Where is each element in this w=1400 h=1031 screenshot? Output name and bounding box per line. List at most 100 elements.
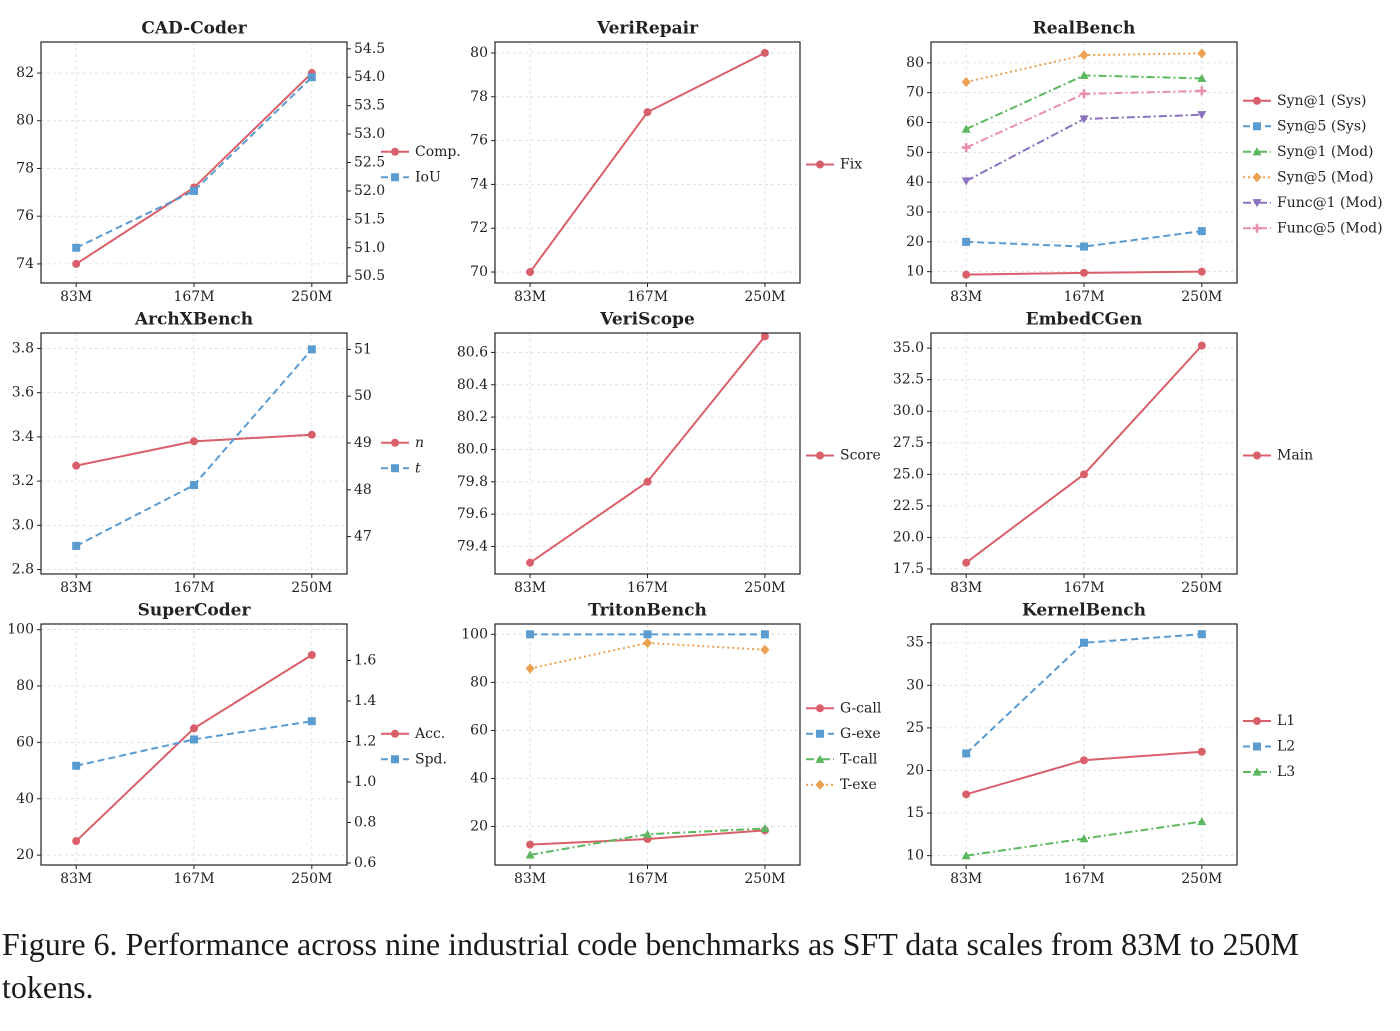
legend: Main	[1243, 448, 1313, 464]
y2-tick-label: 1.0	[354, 774, 376, 790]
y-tick-label: 60	[470, 722, 488, 738]
legend-label: T-call	[840, 751, 878, 767]
y2-tick-label: 0.6	[354, 855, 376, 871]
y-tick-label: 80.6	[457, 344, 488, 360]
x-tick-label: 83M	[60, 871, 92, 887]
data-point	[1080, 638, 1088, 647]
data-point	[1197, 630, 1206, 639]
data-point	[1197, 227, 1206, 236]
legend-marker	[816, 729, 824, 738]
data-point	[961, 851, 971, 860]
legend-label: T-exe	[840, 777, 877, 793]
legend-label: t	[415, 460, 421, 476]
legend-marker	[391, 147, 399, 156]
y-tick-label: 74	[16, 256, 34, 272]
data-point	[72, 259, 81, 268]
y2-tick-label: 0.8	[354, 814, 376, 830]
data-point	[643, 829, 652, 838]
legend-marker	[1253, 717, 1261, 725]
legend-marker	[1252, 147, 1262, 156]
y-tick-label: 80	[16, 113, 34, 129]
y-tick-label: 78	[16, 160, 34, 176]
x-tick-label: 250M	[1181, 871, 1222, 887]
data-point	[526, 268, 535, 277]
y-tick-label: 2.8	[12, 562, 34, 578]
data-point	[643, 637, 652, 648]
x-tick-label: 167M	[1063, 580, 1104, 596]
y-tick-label: 17.5	[893, 561, 924, 577]
chart-title: RealBench	[1033, 19, 1136, 39]
legend: L1 L2 L3	[1243, 713, 1295, 780]
legend: Score	[806, 448, 881, 464]
data-point	[1197, 817, 1207, 826]
data-point	[961, 124, 971, 133]
data-point	[962, 749, 971, 758]
legend-marker	[391, 755, 399, 764]
chart-archxbench: ArchXBench 83M 167M 250M 2.8 3.0 3.2 3.4 3.6 3.8 4…	[12, 310, 424, 597]
legend-label: Fix	[840, 157, 862, 173]
data-point	[1197, 267, 1206, 276]
data-point	[190, 186, 198, 195]
chart-title: CAD-Coder	[141, 19, 247, 39]
x-tick-label: 83M	[60, 580, 92, 596]
y-tick-label: 82	[16, 65, 34, 81]
legend-marker	[391, 729, 399, 738]
y-tick-label: 32.5	[893, 372, 924, 388]
chart-realbench: RealBench 83M 167M 250M 10 20 30 40 50 60 70 80 Syn@…	[906, 19, 1382, 306]
y-tick-label: 100	[7, 622, 34, 638]
y-tick-label: 80	[470, 45, 488, 61]
legend-label: n	[415, 435, 424, 451]
legend-marker	[1252, 199, 1262, 208]
x-tick-label: 167M	[1063, 871, 1104, 887]
data-point	[1080, 242, 1088, 251]
y-tick-label: 80.0	[457, 441, 488, 457]
x-tick-label: 167M	[173, 289, 214, 305]
data-point	[526, 630, 535, 639]
y-tick-label: 60	[16, 734, 34, 750]
y-tick-label: 25	[906, 720, 924, 736]
legend-marker	[391, 464, 399, 473]
data-point	[1079, 70, 1089, 80]
chart-title: KernelBench	[1022, 601, 1146, 621]
y-tick-label: 3.4	[12, 429, 34, 445]
x-tick-label: 83M	[950, 580, 982, 596]
y-tick-label: 79.8	[457, 474, 488, 490]
data-point	[962, 558, 971, 567]
y-tick-label: 3.6	[12, 385, 34, 401]
legend-marker	[816, 451, 824, 460]
legend-marker	[1253, 742, 1261, 751]
legend-label: G-call	[840, 700, 882, 716]
y-tick-label: 50	[906, 144, 924, 160]
legend-label: L2	[1277, 739, 1295, 755]
figure-caption: Figure 6. Performance across nine indust…	[2, 926, 1299, 1005]
y-tick-label: 80	[470, 674, 488, 690]
x-tick-label: 250M	[291, 871, 332, 887]
y2-tick-label: 47	[354, 529, 372, 545]
y-tick-label: 76	[16, 208, 34, 224]
x-tick-label: 83M	[950, 871, 982, 887]
chart-verirepair: VeriRepair 83M 167M 250M 70 72 74 76 78 80 Fix	[470, 19, 862, 306]
x-tick-label: 83M	[60, 289, 92, 305]
y2-tick-label: 53.0	[354, 126, 385, 142]
y2-tick-label: 1.4	[354, 693, 376, 709]
x-tick-label: 250M	[744, 871, 785, 887]
data-point	[1197, 48, 1207, 59]
data-point	[1079, 50, 1089, 61]
legend-label: L3	[1277, 764, 1295, 780]
chart-supercoder: SuperCoder 83M 167M 250M 20 40 60 80 100 0.6 0.8 1.…	[7, 601, 447, 888]
y2-tick-label: 51.0	[354, 240, 385, 256]
data-point	[1080, 470, 1088, 479]
legend-marker	[816, 704, 824, 713]
y-tick-label: 74	[470, 176, 488, 192]
y2-tick-label: 1.6	[354, 652, 376, 668]
chart-title: EmbedCGen	[1026, 310, 1143, 330]
x-tick-label: 167M	[627, 871, 668, 887]
series-line-syn-5-sys-	[966, 230, 1202, 248]
y-tick-label: 80	[16, 678, 34, 694]
x-tick-label: 250M	[1181, 289, 1222, 305]
data-point	[1197, 341, 1206, 350]
legend: Acc. Spd.	[381, 726, 447, 767]
legend-label: Acc.	[414, 726, 445, 742]
legend-marker	[815, 754, 825, 763]
